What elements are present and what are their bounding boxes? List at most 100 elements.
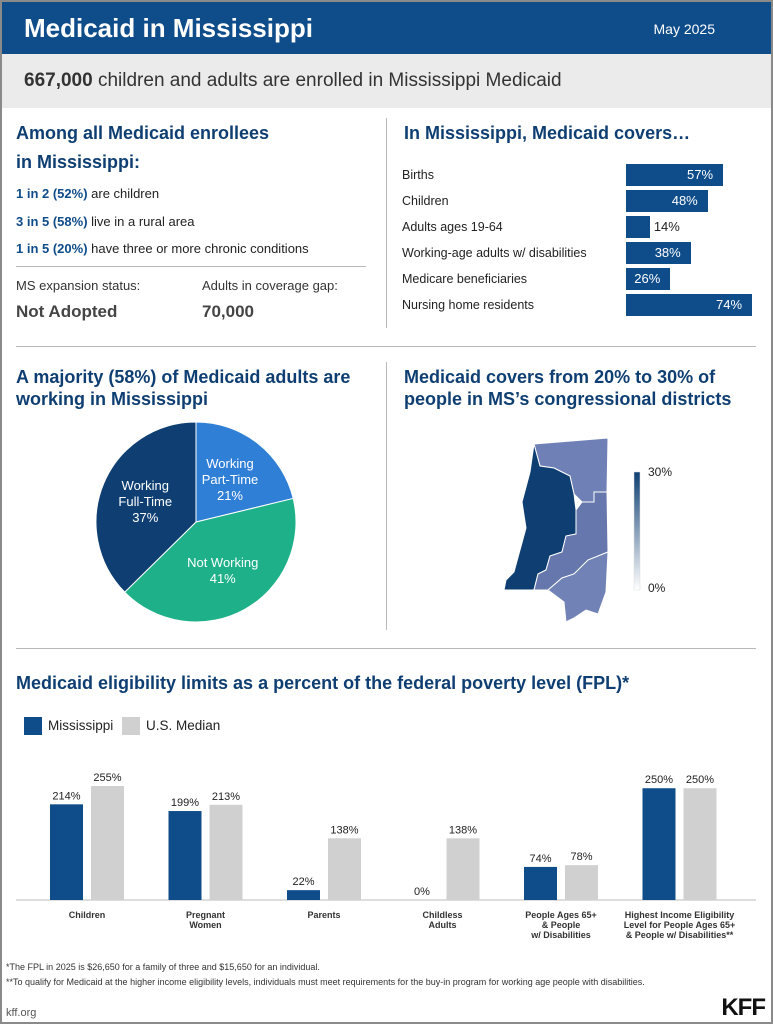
eligibility-value-label: 138% bbox=[449, 824, 477, 836]
eligibility-category-label: Pregnant bbox=[186, 910, 225, 920]
eligibility-value-label: 78% bbox=[570, 851, 592, 863]
source-url: kff.org bbox=[6, 1007, 37, 1019]
pie-chart-title: A majority (58%) of Medicaid adults are … bbox=[16, 367, 351, 409]
enrollment-statement: 667,000 children and adults are enrolled… bbox=[24, 70, 562, 92]
pie-slice bbox=[95, 421, 197, 593]
eligibility-category-label: Children bbox=[69, 910, 106, 920]
eligibility-bar bbox=[209, 804, 243, 900]
coverage-category-label: Children bbox=[402, 194, 449, 208]
expansion-status-label: MS expansion status: bbox=[16, 278, 141, 293]
congressional-district-map: 30% 0% bbox=[503, 437, 672, 623]
coverage-gap-value: 70,000 bbox=[202, 302, 254, 321]
divider bbox=[16, 346, 756, 347]
coverage-bar bbox=[626, 190, 708, 212]
pie-slice-label: 41% bbox=[210, 571, 236, 586]
coverage-value-label: 38% bbox=[654, 245, 681, 260]
coverage-bar bbox=[626, 164, 724, 186]
coverage-chart-title: In Mississippi, Medicaid covers… bbox=[404, 123, 691, 143]
enrollee-stat: 1 in 5 (20%) have three or more chronic … bbox=[16, 241, 309, 256]
enrollment-number: 667,000 bbox=[24, 70, 93, 91]
stat-text: live in a rural area bbox=[91, 214, 195, 229]
coverage-bar bbox=[626, 268, 671, 290]
coverage-value-label: 14% bbox=[653, 219, 680, 234]
pie-slice-label: Part-Time bbox=[202, 472, 259, 487]
district-4 bbox=[547, 551, 609, 623]
stat-text: have three or more chronic conditions bbox=[91, 241, 309, 256]
eligibility-value-label: 214% bbox=[52, 790, 80, 802]
pie-slice bbox=[195, 421, 294, 523]
coverage-value-label: 26% bbox=[634, 271, 661, 286]
legend-swatch-us-median bbox=[122, 717, 140, 735]
pie-slice bbox=[124, 497, 297, 623]
pie-slice-label: 21% bbox=[217, 488, 243, 503]
enrollment-text: children and adults are enrolled in Miss… bbox=[97, 70, 562, 91]
enrollees-heading-line2: in Mississippi: bbox=[16, 152, 141, 172]
legend-label-us-median: U.S. Median bbox=[146, 718, 221, 733]
pie-slice-label: 37% bbox=[132, 510, 158, 525]
eligibility-category-label: & People bbox=[542, 920, 581, 930]
coverage-bar bbox=[626, 294, 752, 316]
divider bbox=[16, 266, 366, 267]
stat-highlight: 1 in 5 (20%) bbox=[16, 241, 88, 256]
map-legend-gradient bbox=[633, 471, 641, 591]
enrollment-banner: 667,000 children and adults are enrolled… bbox=[2, 54, 771, 108]
eligibility-bar bbox=[287, 890, 320, 900]
eligibility-value-label: 0% bbox=[414, 886, 430, 898]
coverage-bar bbox=[626, 216, 650, 238]
eligibility-value-label: 250% bbox=[645, 774, 673, 786]
coverage-value-label: 57% bbox=[687, 167, 714, 182]
stat-text: are children bbox=[91, 186, 160, 201]
page-title: Medicaid in Mississippi bbox=[24, 13, 313, 43]
section-divider bbox=[386, 362, 387, 630]
eligibility-category-label: Adults bbox=[429, 920, 457, 930]
pie-slice-label: Working bbox=[206, 456, 253, 471]
eligibility-bar bbox=[565, 865, 598, 900]
eligibility-bar bbox=[642, 788, 676, 900]
enrollee-stat: 3 in 5 (58%) live in a rural area bbox=[16, 214, 194, 229]
coverage-bar bbox=[626, 242, 691, 264]
kff-logo: KFF bbox=[721, 994, 766, 1021]
eligibility-category-label: Childless bbox=[422, 910, 462, 920]
eligibility-chart-title: Medicaid eligibility limits as a percent… bbox=[16, 673, 630, 693]
eligibility-value-label: 250% bbox=[686, 774, 714, 786]
stat-highlight: 3 in 5 (58%) bbox=[16, 214, 88, 229]
section-divider bbox=[386, 118, 387, 328]
footnote-buy-in: **To qualify for Medicaid at the higher … bbox=[6, 977, 645, 987]
eligibility-category-label: People Ages 65+ bbox=[525, 910, 596, 920]
eligibility-bar bbox=[524, 866, 557, 900]
pie-slice-label: Not Working bbox=[187, 555, 258, 570]
eligibility-bar bbox=[446, 838, 480, 900]
pie-slice-label: Full-Time bbox=[118, 494, 172, 509]
eligibility-category-label: & People w/ Disabilities** bbox=[626, 930, 734, 940]
eligibility-value-label: 199% bbox=[171, 797, 199, 809]
eligibility-category-label: Women bbox=[189, 920, 221, 930]
eligibility-category-label: Level for People Ages 65+ bbox=[624, 920, 735, 930]
stat-highlight: 1 in 2 (52%) bbox=[16, 186, 88, 201]
eligibility-bar bbox=[50, 804, 83, 900]
coverage-value-label: 74% bbox=[716, 297, 743, 312]
enrollees-heading-line1: Among all Medicaid enrollees bbox=[16, 123, 270, 143]
eligibility-bar bbox=[328, 838, 361, 900]
expansion-status-value: Not Adopted bbox=[16, 302, 118, 321]
coverage-gap-label: Adults in coverage gap: bbox=[202, 278, 338, 293]
legend-label-mississippi: Mississippi bbox=[48, 718, 114, 733]
map-legend-min: 0% bbox=[648, 581, 666, 595]
legend-swatch-mississippi bbox=[24, 717, 42, 735]
coverage-category-label: Adults ages 19-64 bbox=[402, 220, 503, 234]
eligibility-bar bbox=[683, 788, 717, 900]
header: Medicaid in Mississippi May 2025 bbox=[2, 2, 771, 54]
coverage-category-label: Working-age adults w/ disabilities bbox=[402, 246, 587, 260]
eligibility-value-label: 22% bbox=[292, 876, 314, 888]
map-title: Medicaid covers from 20% to 30% of peopl… bbox=[404, 367, 732, 409]
footnote-fpl: *The FPL in 2025 is $26,650 for a family… bbox=[6, 962, 320, 972]
eligibility-category-label: Highest Income Eligibility bbox=[625, 910, 735, 920]
publish-date: May 2025 bbox=[653, 21, 715, 37]
eligibility-value-label: 213% bbox=[212, 791, 240, 803]
map-legend-max: 30% bbox=[648, 465, 672, 479]
enrollee-stat: 1 in 2 (52%) are children bbox=[16, 186, 159, 201]
coverage-value-label: 48% bbox=[671, 193, 698, 208]
eligibility-category-label: Parents bbox=[307, 910, 340, 920]
eligibility-value-label: 138% bbox=[330, 824, 358, 836]
